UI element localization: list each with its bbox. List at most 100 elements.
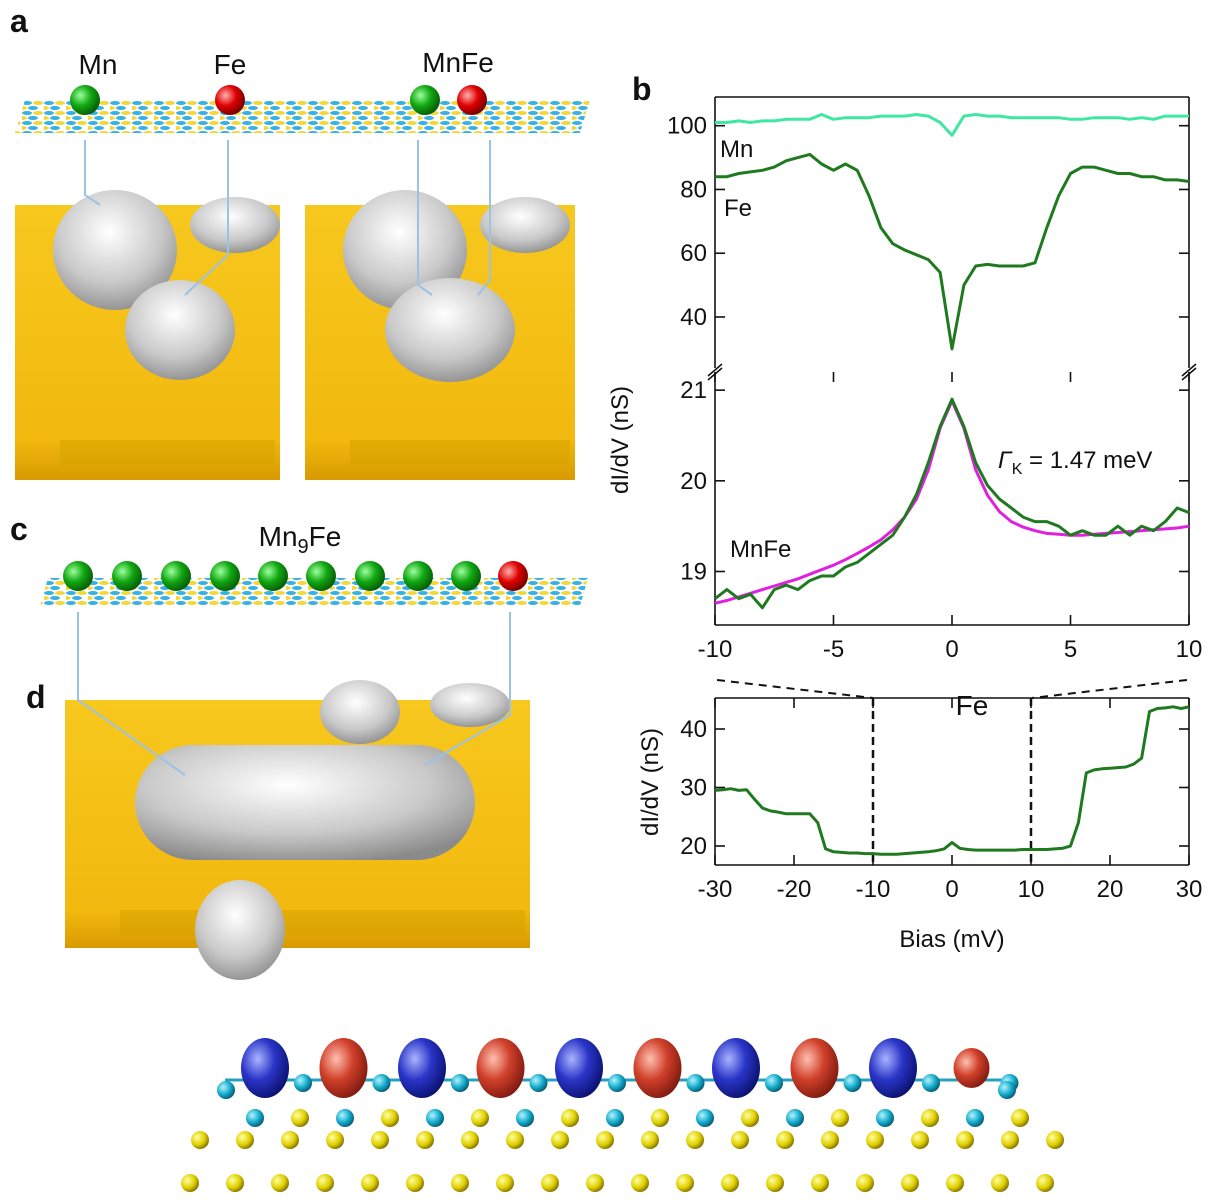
atom — [606, 1109, 624, 1127]
y-tick-label: 60 — [680, 240, 707, 267]
atom — [181, 1174, 199, 1192]
x-tick-label: -30 — [698, 876, 733, 903]
atom — [866, 1131, 884, 1149]
panel-c-illustration — [40, 561, 588, 980]
x-tick-label: -10 — [698, 636, 733, 663]
atom — [461, 1131, 479, 1149]
x-tick-label: -20 — [777, 876, 812, 903]
atom — [496, 1174, 514, 1192]
atom — [471, 1109, 489, 1127]
atom — [596, 1131, 614, 1149]
atom — [856, 1174, 874, 1192]
panel-label: d — [26, 679, 46, 715]
panel-label: b — [632, 71, 652, 107]
atom — [686, 1131, 704, 1149]
atom — [381, 1109, 399, 1127]
annotation-subscript: K — [1012, 461, 1023, 478]
atom — [246, 1109, 264, 1127]
orbital — [555, 1038, 603, 1098]
x-tick-label: 10 — [1018, 876, 1045, 903]
annotation-text: = 1.47 meV — [1022, 447, 1152, 474]
atom — [586, 1174, 604, 1192]
atom — [371, 1131, 389, 1149]
atom — [631, 1174, 649, 1192]
chain-label-element: Mn — [259, 521, 298, 552]
chain-label-rest: Fe — [309, 521, 342, 552]
orbital — [712, 1038, 760, 1098]
atom — [641, 1131, 659, 1149]
atom — [876, 1109, 894, 1127]
y-tick-label: 40 — [680, 304, 707, 331]
atom — [956, 1131, 974, 1149]
panel-label: c — [10, 511, 28, 547]
atom — [696, 1109, 714, 1127]
atom — [998, 1081, 1016, 1099]
atom-label: Fe — [214, 49, 247, 80]
chain-label: Mn9Fe — [259, 521, 342, 558]
atom — [451, 1074, 469, 1092]
atom — [326, 1131, 344, 1149]
series-line — [715, 115, 1189, 136]
atom — [316, 1174, 334, 1192]
atom — [911, 1131, 929, 1149]
y-axis-label: dI/dV (nS) — [637, 728, 664, 836]
atom — [966, 1109, 984, 1127]
atom — [281, 1131, 299, 1149]
orbital — [634, 1038, 682, 1098]
atom — [811, 1174, 829, 1192]
atom-label: MnFe — [422, 47, 494, 78]
atom — [731, 1131, 749, 1149]
atom-label: Fe — [956, 690, 989, 721]
atom — [922, 1074, 940, 1092]
x-tick-label: -5 — [823, 636, 844, 663]
atom — [373, 1074, 391, 1092]
series-label: Fe — [724, 195, 752, 222]
orbital — [477, 1038, 525, 1098]
chain-label-subscript: 9 — [298, 536, 309, 558]
series-label: MnFe — [730, 536, 791, 563]
y-axis-label: dI/dV (nS) — [607, 386, 634, 494]
atom — [191, 1131, 209, 1149]
atom — [236, 1131, 254, 1149]
y-tick-label: 100 — [667, 113, 707, 140]
orbital — [869, 1038, 917, 1098]
atom-label: Mn — [79, 49, 118, 80]
atom — [406, 1174, 424, 1192]
atom — [416, 1131, 434, 1149]
x-tick-label: 20 — [1097, 876, 1124, 903]
atom — [821, 1131, 839, 1149]
atom — [901, 1174, 919, 1192]
x-axis-label: Bias (mV) — [899, 926, 1004, 953]
zoom-connector — [717, 680, 1187, 698]
atom — [687, 1074, 705, 1092]
y-tick-label: 21 — [680, 377, 707, 404]
x-tick-label: 0 — [945, 876, 958, 903]
y-tick-label: 80 — [680, 176, 707, 203]
atom — [294, 1074, 312, 1092]
panel-label: a — [10, 3, 28, 39]
atom — [336, 1109, 354, 1127]
atom — [991, 1174, 1009, 1192]
orbital — [320, 1038, 368, 1098]
y-tick-label: 30 — [680, 774, 707, 801]
atom — [608, 1074, 626, 1092]
atom — [651, 1109, 669, 1127]
atom — [844, 1074, 862, 1092]
atom — [361, 1174, 379, 1192]
orbital — [398, 1038, 446, 1098]
atom — [561, 1109, 579, 1127]
orbital — [241, 1038, 289, 1098]
annotation: ΓK = 1.47 meV — [998, 447, 1152, 478]
atom — [676, 1174, 694, 1192]
atom — [541, 1174, 559, 1192]
panel-d-illustration — [181, 1038, 1064, 1192]
atom — [551, 1131, 569, 1149]
atom — [946, 1174, 964, 1192]
atom — [766, 1174, 784, 1192]
atom — [721, 1174, 739, 1192]
atom — [506, 1131, 524, 1149]
atom — [530, 1074, 548, 1092]
y-tick-label: 40 — [680, 716, 707, 743]
atom — [226, 1174, 244, 1192]
atom — [516, 1109, 534, 1127]
